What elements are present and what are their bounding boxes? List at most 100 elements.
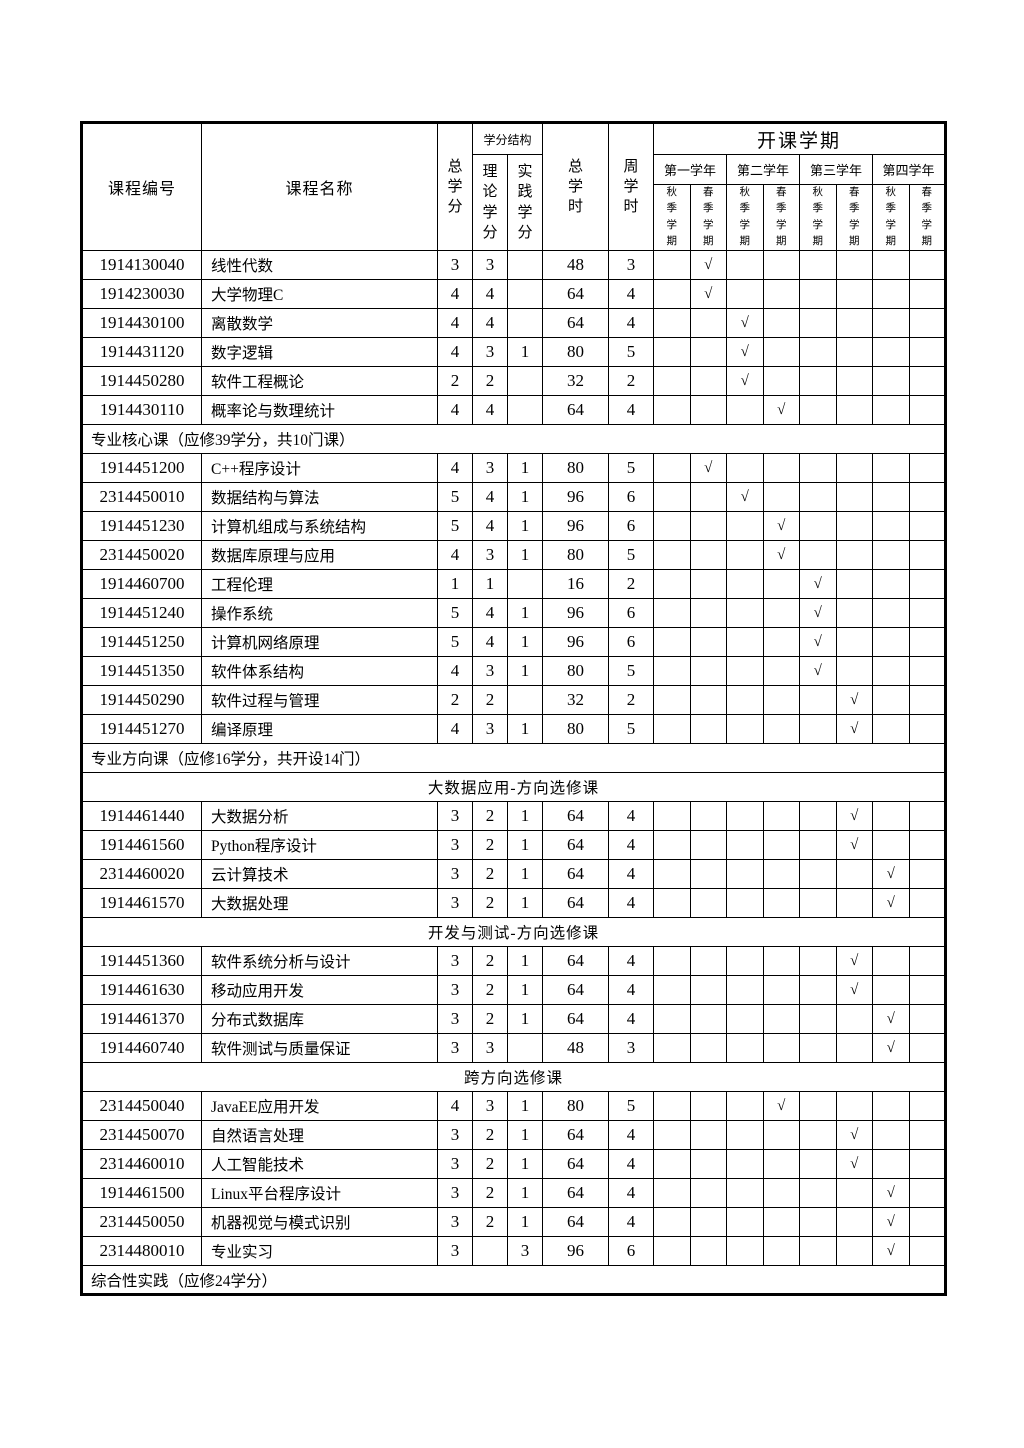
semester-cell [835,1207,874,1238]
semester-cell [726,569,764,600]
course-name-cell: 大数据处理 [201,888,438,919]
header-theory-credits: 理论学分 [472,153,508,252]
header-semesters-title: 开课学期 [653,122,947,155]
course-row: 1914451200 C++程序设计 4 3 1 80 5 √ [81,453,947,484]
course-id-cell: 2314450050 [81,1207,202,1238]
header-credit-structure-label: 学分结构 [483,132,532,147]
course-row: 1914430110 概率论与数理统计 4 4 64 4 √ [81,395,947,426]
semester-cell [726,1207,764,1238]
practice-credits-cell [506,279,544,310]
header-course-id-label: 课程编号 [107,181,176,199]
weekly-hours-cell: 6 [608,511,655,542]
semester-check-mark: √ [872,1207,910,1238]
course-name-cell: 软件体系结构 [201,656,438,687]
theory-credits-cell: 4 [472,482,508,513]
practice-credits-cell: 1 [506,1004,544,1035]
semester-check-mark: √ [835,801,874,832]
semester-cell [908,714,947,745]
semester-cell [908,453,947,484]
semester-cell [726,250,764,281]
course-id-cell: 1914461630 [81,975,202,1006]
header-y3-fall: 秋季学期 [799,183,837,252]
weekly-hours-cell: 4 [608,308,655,339]
semester-cell [872,482,910,513]
semester-cell [689,1091,728,1122]
semester-cell [872,453,910,484]
semester-cell [908,569,947,600]
semester-cell [872,627,910,658]
semester-cell [835,1033,874,1064]
semester-cell [762,685,801,716]
semester-check-mark: √ [689,453,728,484]
semester-cell [762,1178,801,1209]
course-row: 1914461560 Python程序设计 3 2 1 64 4 √ [81,830,947,861]
semester-cell [835,656,874,687]
practice-credits-cell: 1 [506,801,544,832]
practice-credits-cell: 1 [506,975,544,1006]
semester-cell [653,714,691,745]
semester-check-mark: √ [872,888,910,919]
semester-cell [762,1033,801,1064]
total-credits-cell: 3 [437,1004,473,1035]
practice-credits-cell: 1 [506,627,544,658]
semester-cell [689,482,728,513]
course-id-cell: 2314460010 [81,1149,202,1180]
semester-cell [872,975,910,1006]
practice-credits-cell: 1 [506,1178,544,1209]
semester-cell [653,830,691,861]
course-name-cell: C++程序设计 [201,453,438,484]
theory-credits-cell: 2 [472,888,508,919]
semester-check-mark: √ [872,1178,910,1209]
semester-cell [835,1236,874,1267]
total-credits-cell: 5 [437,598,473,629]
header-course-name-label: 课程名称 [285,181,354,199]
course-name-cell: 工程伦理 [201,569,438,600]
header-year-1-label: 第一学年 [664,163,717,178]
semester-cell [689,975,728,1006]
semester-cell [762,656,801,687]
semester-check-mark: √ [835,1120,874,1151]
semester-cell [799,395,837,426]
subsection-label: 跨方向选修课 [80,1062,947,1093]
semester-cell [835,337,874,368]
semester-check-mark: √ [762,540,801,571]
semester-check-mark: √ [762,395,801,426]
theory-credits-cell: 3 [472,656,508,687]
semester-cell [689,598,728,629]
semester-cell [872,395,910,426]
course-id-cell: 2314450020 [81,540,202,571]
course-row: 1914450290 软件过程与管理 2 2 32 2 √ [81,685,947,716]
total-credits-cell: 3 [437,946,473,977]
semester-cell [762,598,801,629]
practice-credits-cell [506,366,544,397]
course-id-cell: 2314450070 [81,1120,202,1151]
semester-cell [689,946,728,977]
semester-cell [689,1236,728,1267]
course-row: 2314450010 数据结构与算法 5 4 1 96 6 √ [81,482,947,513]
total-hours-cell: 96 [542,511,610,542]
course-row: 1914451350 软件体系结构 4 3 1 80 5 √ [81,656,947,687]
semester-cell [835,540,874,571]
total-hours-cell: 16 [542,569,610,600]
semester-cell [835,366,874,397]
semester-cell [908,1236,947,1267]
total-hours-cell: 32 [542,366,610,397]
practice-credits-cell: 1 [506,482,544,513]
semester-cell [872,1120,910,1151]
weekly-hours-cell: 4 [608,1120,655,1151]
course-name-cell: 软件工程概论 [201,366,438,397]
semester-cell [726,801,764,832]
total-hours-cell: 64 [542,859,610,890]
semester-cell [762,830,801,861]
semester-cell [762,714,801,745]
semester-cell [689,1120,728,1151]
semester-cell [689,714,728,745]
weekly-hours-cell: 6 [608,627,655,658]
semester-cell [762,1207,801,1238]
semester-check-mark: √ [726,308,764,339]
theory-credits-cell: 4 [472,308,508,339]
course-row: 1914431120 数字逻辑 4 3 1 80 5 √ [81,337,947,368]
header-y1-spring: 春季学期 [689,183,728,252]
semester-cell [762,1120,801,1151]
semester-cell [653,946,691,977]
